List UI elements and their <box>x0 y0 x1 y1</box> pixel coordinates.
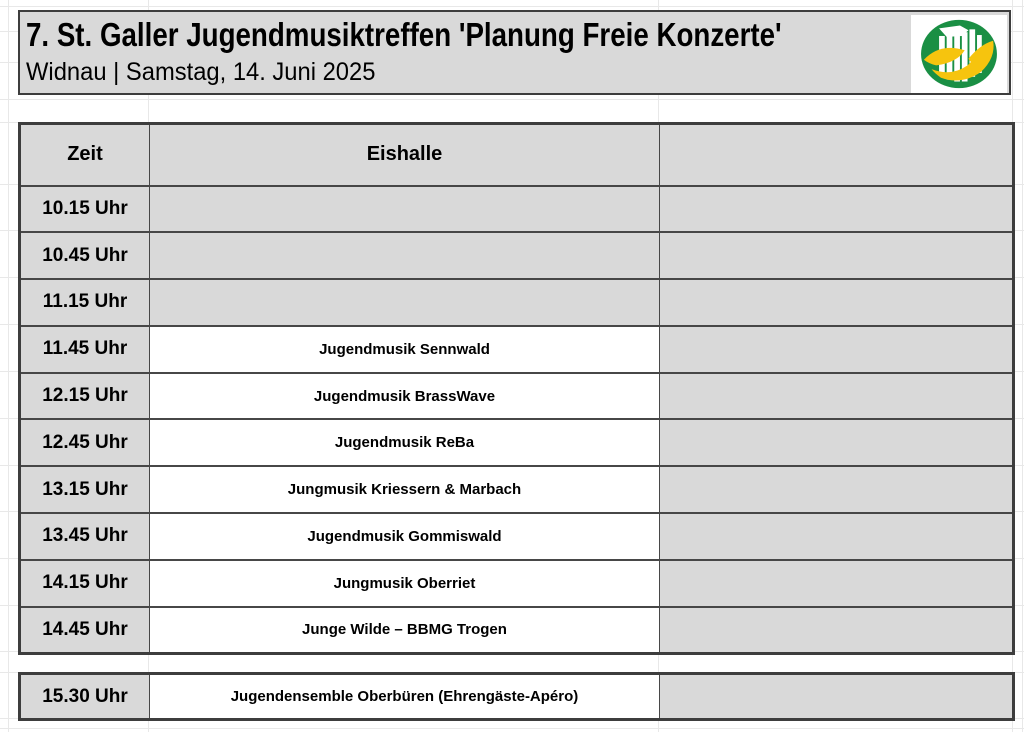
act-cell: Jungmusik Oberriet <box>149 558 660 608</box>
act-cell: Jugendmusik ReBa <box>149 418 660 468</box>
column-header-eishalle: Eishalle <box>149 122 660 187</box>
empty-cell <box>659 324 1014 374</box>
grid-line-v <box>1022 0 1023 732</box>
schedule-row-apero: 15.30 Uhr Jugendensemble Oberbüren (Ehre… <box>19 672 1014 721</box>
empty-act-cell <box>149 184 660 234</box>
empty-cell <box>659 465 1014 515</box>
time-cell: 14.15 Uhr <box>19 558 150 608</box>
schedule-table: Zeit Eishalle 10.15 Uhr 10.45 Uhr 11.15 Uh… <box>18 122 1015 655</box>
act-cell: Jugendmusik Sennwald <box>149 324 660 374</box>
time-cell: 11.45 Uhr <box>19 324 150 374</box>
schedule-row: 10.15 Uhr <box>19 184 1014 234</box>
empty-cell <box>659 231 1014 281</box>
empty-cell <box>659 184 1014 234</box>
empty-cell <box>659 605 1014 655</box>
act-cell: Junge Wilde – BBMG Trogen <box>149 605 660 655</box>
empty-act-cell <box>149 231 660 281</box>
empty-cell <box>659 278 1014 327</box>
schedule-row: 10.45 Uhr <box>19 231 1014 281</box>
act-cell: Jugendmusik BrassWave <box>149 371 660 421</box>
empty-cell <box>659 672 1014 721</box>
time-cell: 13.15 Uhr <box>19 465 150 515</box>
empty-cell <box>659 512 1014 561</box>
apero-row-table: 15.30 Uhr Jugendensemble Oberbüren (Ehre… <box>18 672 1015 721</box>
schedule-row: 13.15 Uhr Jungmusik Kriessern & Marbach <box>19 465 1014 515</box>
time-cell: 12.45 Uhr <box>19 418 150 468</box>
empty-cell <box>659 418 1014 468</box>
schedule-row: 12.45 Uhr Jugendmusik ReBa <box>19 418 1014 468</box>
panpipes-ribbon-logo-icon <box>913 17 1005 91</box>
empty-cell <box>659 371 1014 421</box>
logo <box>911 15 1007 93</box>
schedule-row: 11.45 Uhr Jugendmusik Sennwald <box>19 324 1014 374</box>
time-cell: 14.45 Uhr <box>19 605 150 655</box>
act-cell: Jugendmusik Gommiswald <box>149 512 660 561</box>
schedule-row: 14.45 Uhr Junge Wilde – BBMG Trogen <box>19 605 1014 655</box>
schedule-row: 12.15 Uhr Jugendmusik BrassWave <box>19 371 1014 421</box>
header-row: Zeit Eishalle <box>19 122 1014 187</box>
event-location-date: Widnau | Samstag, 14. Juni 2025 <box>26 58 376 86</box>
column-header-empty <box>659 122 1014 187</box>
time-cell: 10.45 Uhr <box>19 231 150 281</box>
page-title: 7. St. Galler Jugendmusiktreffen 'Planun… <box>26 16 782 53</box>
time-cell: 13.45 Uhr <box>19 512 150 561</box>
grid-line-h <box>0 728 1024 729</box>
time-cell: 10.15 Uhr <box>19 184 150 234</box>
empty-cell <box>659 558 1014 608</box>
act-cell: Jugendensemble Oberbüren (Ehrengäste-Apé… <box>149 672 660 721</box>
time-cell: 15.30 Uhr <box>19 672 150 721</box>
title-block: 7. St. Galler Jugendmusiktreffen 'Planun… <box>18 10 1011 95</box>
empty-act-cell <box>149 278 660 327</box>
grid-line-h <box>0 6 1024 7</box>
time-cell: 11.15 Uhr <box>19 278 150 327</box>
act-cell: Jungmusik Kriessern & Marbach <box>149 465 660 515</box>
schedule-row: 13.45 Uhr Jugendmusik Gommiswald <box>19 512 1014 561</box>
grid-line-h <box>0 99 1024 100</box>
schedule-row: 14.15 Uhr Jungmusik Oberriet <box>19 558 1014 608</box>
column-header-zeit: Zeit <box>19 122 150 187</box>
schedule-row: 11.15 Uhr <box>19 278 1014 327</box>
grid-line-v <box>8 0 9 732</box>
time-cell: 12.15 Uhr <box>19 371 150 421</box>
